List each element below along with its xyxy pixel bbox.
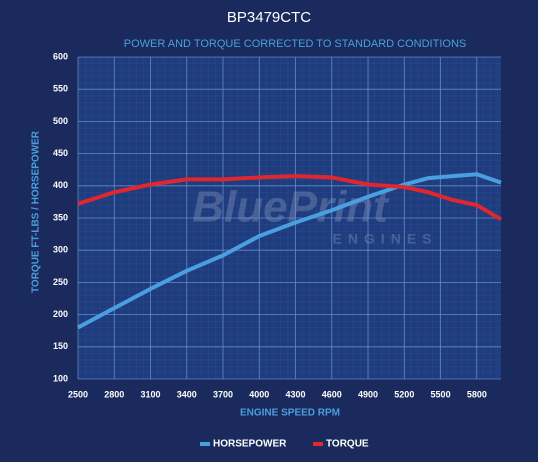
x-tick-label: 3100 (140, 389, 160, 399)
series-line (77, 172, 502, 330)
x-tick-label: 4300 (286, 389, 306, 399)
chart-title: BP3479CTC (227, 9, 311, 26)
x-tick-label: 5800 (467, 389, 487, 399)
y-axis-label: TORQUE FT-LBS / HORSEPOWER (31, 130, 42, 293)
x-tick-label: 3400 (177, 389, 197, 399)
y-tick-label: 500 (53, 116, 68, 126)
x-tick-label: 3700 (213, 389, 233, 399)
x-axis-label: ENGINE SPEED RPM (240, 408, 340, 419)
y-tick-label: 150 (53, 341, 68, 351)
y-tick-label: 450 (53, 148, 68, 158)
series-line (77, 174, 503, 222)
y-tick-label: 300 (53, 245, 68, 255)
x-tick-label: 2800 (104, 389, 124, 399)
watermark: ENGINES (332, 231, 437, 247)
y-tick-label: 200 (53, 309, 68, 319)
x-tick-label: 4000 (249, 389, 269, 399)
legend-label: HORSEPOWER (213, 439, 287, 450)
legend-label: TORQUE (326, 439, 369, 450)
x-tick-label: 4900 (358, 389, 378, 399)
y-tick-label: 100 (53, 373, 68, 383)
y-tick-label: 350 (53, 212, 68, 222)
x-tick-label: 5200 (394, 389, 414, 399)
y-tick-label: 600 (53, 51, 68, 61)
y-tick-label: 400 (53, 180, 68, 190)
chart-subtitle: POWER AND TORQUE CORRECTED TO STANDARD C… (124, 38, 466, 50)
x-tick-label: 5500 (431, 389, 451, 399)
x-tick-label: 2500 (68, 389, 88, 399)
y-tick-label: 550 (53, 84, 68, 94)
y-tick-label: 250 (53, 277, 68, 287)
x-tick-label: 4600 (322, 389, 342, 399)
